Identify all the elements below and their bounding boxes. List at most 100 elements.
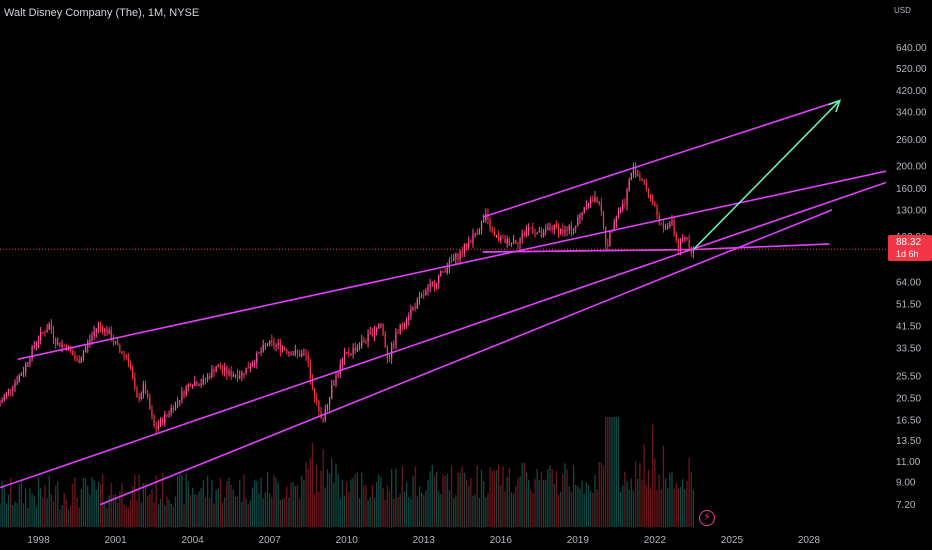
volume-bar	[532, 492, 534, 527]
time-tick-label: 2016	[490, 535, 513, 546]
candle	[570, 225, 573, 232]
candle	[27, 363, 29, 365]
candle	[634, 167, 637, 177]
candle	[174, 402, 177, 411]
volume-bar	[669, 472, 671, 527]
volume-bar	[602, 466, 605, 527]
volume-bar	[521, 463, 523, 527]
candle	[159, 419, 162, 426]
volume-bar	[652, 424, 654, 527]
volume-bar	[72, 483, 74, 527]
price-tick-label: 7.20	[896, 500, 916, 511]
price-axis[interactable]: 640.00 520.00 420.00 340.00 260.00 200.00 160.…	[896, 43, 927, 511]
candle	[545, 230, 547, 232]
volume-bar	[22, 503, 25, 527]
candle	[48, 324, 50, 330]
volume-bar	[119, 490, 121, 527]
volume-bar	[585, 482, 588, 527]
volume-bar	[25, 488, 27, 527]
candle	[40, 331, 42, 340]
time-tick-label: 2019	[567, 535, 590, 546]
candle	[59, 342, 61, 348]
candle	[153, 416, 155, 428]
volume-bar	[37, 476, 40, 527]
volume-bar	[639, 462, 641, 527]
volume-bar	[127, 507, 130, 527]
candle	[144, 384, 147, 394]
volume-bar	[277, 483, 279, 527]
volume-bar	[236, 496, 239, 527]
candle	[446, 268, 448, 273]
volume-bar	[87, 485, 89, 527]
volume-bar	[132, 486, 134, 527]
volume-bar	[566, 469, 568, 527]
price-tick-label: 260.00	[896, 135, 927, 146]
volume-bar	[99, 483, 102, 527]
price-tick-label: 520.00	[896, 64, 927, 75]
time-axis[interactable]: 1998 2001 2004 2007 2010 2013 2016 2019 2022 2025…	[27, 535, 820, 546]
candle	[269, 340, 271, 345]
volume-bar	[57, 481, 59, 527]
candle	[371, 332, 374, 337]
candle	[142, 384, 145, 394]
time-tick-label: 2007	[259, 535, 282, 546]
candle	[630, 172, 632, 181]
candle	[155, 427, 157, 429]
volume-bar	[1, 481, 3, 527]
volume-bar	[91, 477, 93, 527]
candle	[279, 343, 281, 351]
candle	[562, 229, 564, 233]
candle	[44, 332, 46, 334]
candle	[290, 351, 292, 356]
candle	[189, 384, 192, 386]
candle	[684, 237, 686, 240]
candle	[147, 393, 149, 398]
price-tick-label: 25.50	[896, 371, 921, 382]
volume-bar	[48, 475, 50, 527]
volume-bar	[459, 472, 461, 527]
lightning-icon[interactable]: ⚡	[699, 510, 715, 526]
candle	[172, 408, 174, 411]
volume-bar	[487, 492, 489, 527]
candle	[65, 345, 67, 350]
candle	[547, 227, 549, 231]
candle	[82, 351, 85, 359]
candle	[106, 328, 108, 335]
volume-bar	[281, 498, 284, 527]
candle	[127, 357, 130, 362]
volume-bar	[114, 494, 117, 527]
currency-label[interactable]: USD	[894, 6, 911, 15]
volume-bar	[590, 491, 592, 527]
candle	[241, 372, 243, 376]
price-tick-label: 33.50	[896, 343, 921, 354]
candle	[515, 240, 517, 244]
candle	[18, 375, 20, 382]
volume-bar	[592, 492, 594, 527]
candle	[654, 202, 656, 206]
candle	[613, 222, 615, 230]
candle	[536, 232, 538, 234]
candle	[249, 366, 252, 369]
candle	[551, 227, 553, 230]
candle	[350, 354, 352, 356]
candle	[20, 374, 23, 376]
volume-bar	[123, 504, 125, 527]
candle	[179, 400, 181, 402]
candle	[414, 307, 416, 309]
candle	[649, 195, 652, 197]
volume-bar	[18, 484, 20, 527]
volume-bar	[343, 495, 346, 527]
candle	[560, 229, 562, 234]
volume-bar	[7, 494, 10, 527]
candle	[553, 224, 555, 230]
price-tick-label: 420.00	[896, 86, 927, 97]
candle	[209, 375, 211, 378]
volume-bar	[493, 470, 496, 527]
volume-bar	[645, 485, 647, 527]
volume-bar	[189, 495, 192, 527]
candle	[211, 369, 213, 378]
volume-bar	[63, 493, 65, 527]
candle	[380, 324, 382, 326]
upper-wedge-line	[17, 170, 887, 361]
